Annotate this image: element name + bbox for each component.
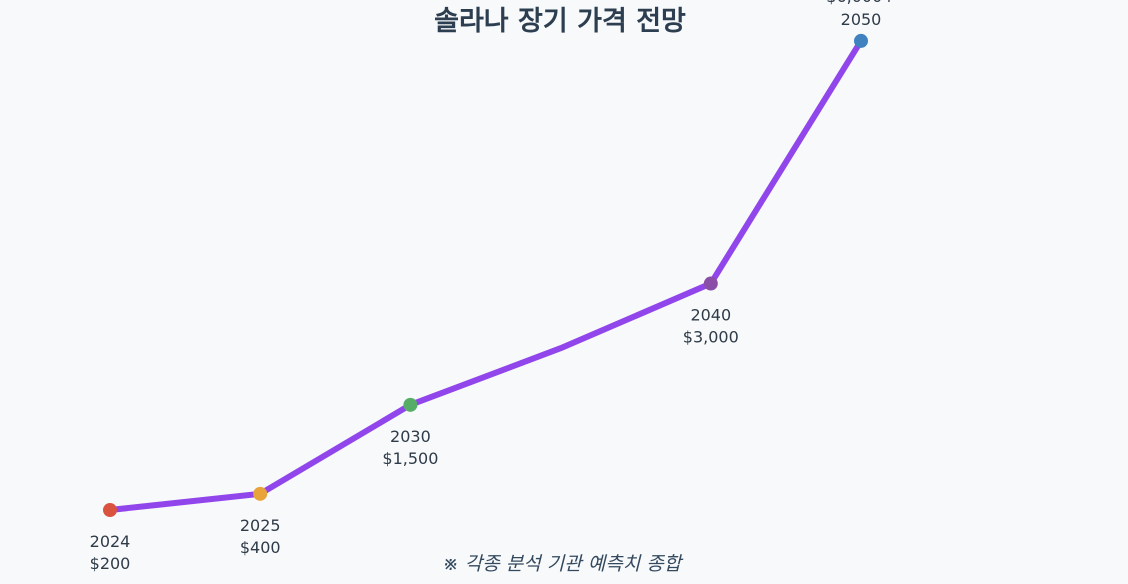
price-label-2030: $1,500: [382, 449, 438, 468]
price-line: [107, 37, 864, 513]
year-label-2040: 2040: [690, 306, 731, 325]
year-label-2024: 2024: [90, 532, 131, 551]
year-label-2030: 2030: [390, 427, 431, 446]
data-point-2050: [854, 33, 868, 48]
price-label-2040: $3,000: [683, 328, 739, 347]
year-label-2025: 2025: [240, 516, 281, 535]
data-point-2025: [253, 486, 268, 501]
data-point-2030: [403, 397, 418, 412]
chart-title: 솔라나 장기 가격 전망: [434, 6, 686, 37]
price-label-2024: $200: [90, 554, 131, 573]
price-label-2050: $6,000+: [826, 0, 895, 6]
source-note: ※ 각종 분석 기관 예측치 종합: [443, 553, 684, 575]
year-label-2050: 2050: [841, 10, 882, 29]
data-point-2040: [703, 276, 718, 291]
price-label-2025: $400: [240, 538, 281, 557]
data-point-2024: [103, 503, 117, 517]
